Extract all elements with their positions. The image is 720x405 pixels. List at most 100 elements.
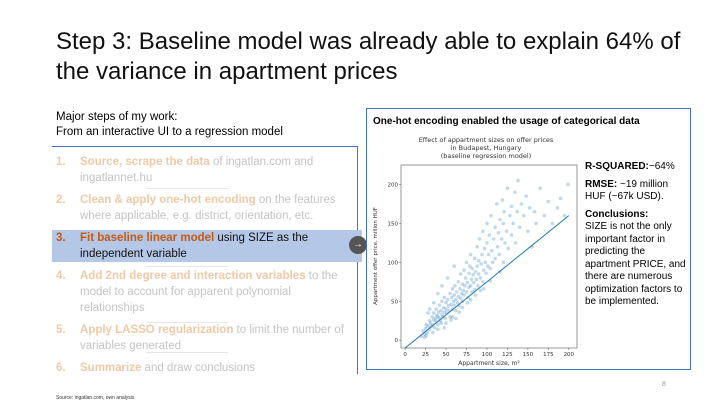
scatter-point: [432, 325, 437, 330]
scatter-point: [462, 293, 466, 297]
scatter-point: [493, 256, 497, 261]
scatter-point: [450, 287, 455, 291]
scatter-point: [509, 204, 514, 209]
step-keyword: Add 2nd degree and interaction variables: [80, 270, 306, 282]
scatter-point: [433, 316, 438, 321]
scatter-point: [475, 264, 479, 269]
scatter-point: [479, 262, 484, 266]
chart-panel: One-hot encoding enabled the usage of ca…: [366, 108, 691, 370]
scatter-point: [524, 194, 529, 198]
scatter-point: [494, 202, 499, 206]
scatter-point: [483, 260, 488, 265]
x-tick-label: 25: [422, 352, 429, 358]
x-tick-label: 200: [564, 352, 575, 358]
scatter-point: [472, 256, 477, 261]
step-text: of ingatlan.com and ingatlannet.hu: [80, 156, 314, 184]
scatter-point: [490, 248, 494, 253]
step-5: 5. Apply LASSO regularization to limit t…: [56, 322, 356, 354]
scatter-point: [496, 230, 501, 235]
scatter-point: [513, 241, 518, 245]
scatter-point: [460, 282, 465, 286]
scatter-point: [424, 322, 429, 327]
step-4: 4. Add 2nd degree and interaction variab…: [56, 268, 356, 316]
scatter-point: [464, 290, 469, 294]
scatter-point: [427, 318, 432, 323]
scatter-point: [431, 301, 436, 305]
scatter-point: [436, 315, 440, 319]
scatter-point: [486, 252, 491, 257]
scatter-point: [442, 310, 447, 314]
scatter-point: [462, 268, 466, 272]
scatter-point: [484, 271, 488, 276]
model-stats: R-SQUARED:~64% RMSE: ~19 million HUF (~6…: [585, 161, 689, 314]
scatter-point: [450, 315, 455, 319]
slide-title: Step 3: Baseline model was already able …: [56, 28, 681, 85]
scatter-point: [473, 293, 478, 297]
x-tick-label: 125: [502, 352, 513, 358]
step-number: 1.: [56, 156, 66, 168]
y-tick-label: 0: [395, 338, 399, 344]
scatter-point: [465, 280, 470, 285]
scatter-point: [506, 246, 511, 251]
scatter-point: [558, 196, 563, 201]
x-tick-label: 50: [443, 352, 450, 358]
scatter-point: [512, 190, 517, 195]
scatter-point: [464, 260, 469, 265]
scatter-point: [445, 276, 450, 280]
arrow-right-icon: →: [349, 236, 367, 254]
scatter-point: [501, 260, 506, 265]
rmse-stat: RMSE: ~19 million HUF (~67k USD).: [585, 178, 669, 203]
scatter-point: [455, 301, 460, 305]
scatter-point: [467, 271, 471, 276]
scatter-point: [491, 237, 496, 241]
scatter-point: [423, 326, 428, 331]
step-number: 5.: [56, 324, 66, 336]
step-divider: [146, 352, 228, 353]
scatter-point: [555, 206, 560, 210]
scatter-point: [487, 233, 492, 237]
scatter-point: [478, 276, 483, 280]
scatter-point: [527, 206, 532, 210]
x-tick-label: 175: [543, 352, 554, 358]
scatter-point: [463, 283, 467, 288]
scatter-point: [428, 321, 433, 325]
step-text: to limit the number of variables generat…: [80, 324, 344, 352]
x-tick-label: 75: [463, 352, 470, 358]
scatter-point: [453, 283, 457, 288]
scatter-point: [521, 213, 526, 218]
step-2: 2. Clean & apply one-hot encoding on the…: [56, 192, 356, 224]
x-tick-label: 0: [403, 352, 407, 358]
scatter-point: [471, 273, 475, 277]
scatter-point: [526, 229, 530, 233]
scatter-point: [431, 318, 436, 322]
step-text: on the features where applicable, e.g. d…: [80, 194, 336, 222]
scatter-point: [511, 221, 515, 226]
scatter-point: [444, 321, 448, 325]
chart-title-line: (baseline regression model): [441, 152, 532, 160]
scatter-point: [476, 283, 480, 288]
scatter-point: [467, 285, 471, 290]
scatter-point: [448, 291, 452, 296]
step-keyword: Fit baseline linear model: [80, 232, 215, 244]
step-keyword: Clean & apply one-hot encoding: [80, 194, 256, 206]
scatter-point: [467, 264, 472, 269]
scatter-point: [493, 225, 497, 230]
steps-list: 1. Source, scrape the data of ingatlan.c…: [52, 154, 362, 382]
scatter-point: [481, 229, 485, 233]
scatter-point: [451, 299, 456, 304]
scatter-point: [550, 221, 555, 226]
scatter-point: [532, 209, 537, 214]
step-number: 3.: [56, 232, 66, 244]
scatter-point: [468, 283, 473, 288]
scatter-point: [440, 299, 444, 304]
scatter-point: [515, 209, 520, 214]
page-number: 8: [662, 381, 666, 388]
scatter-chart: Effect of appartment sizes on offer pric…: [373, 136, 578, 367]
scatter-point: [422, 335, 427, 339]
y-axis-label: Appartment offer price, million HUF: [373, 207, 379, 305]
scatter-point: [472, 280, 476, 285]
scatter-point: [498, 217, 502, 222]
conclusions: Conclusions: SIZE is not the only import…: [585, 209, 689, 309]
step-keyword: Summarize: [80, 362, 142, 374]
step-divider: [146, 322, 228, 323]
